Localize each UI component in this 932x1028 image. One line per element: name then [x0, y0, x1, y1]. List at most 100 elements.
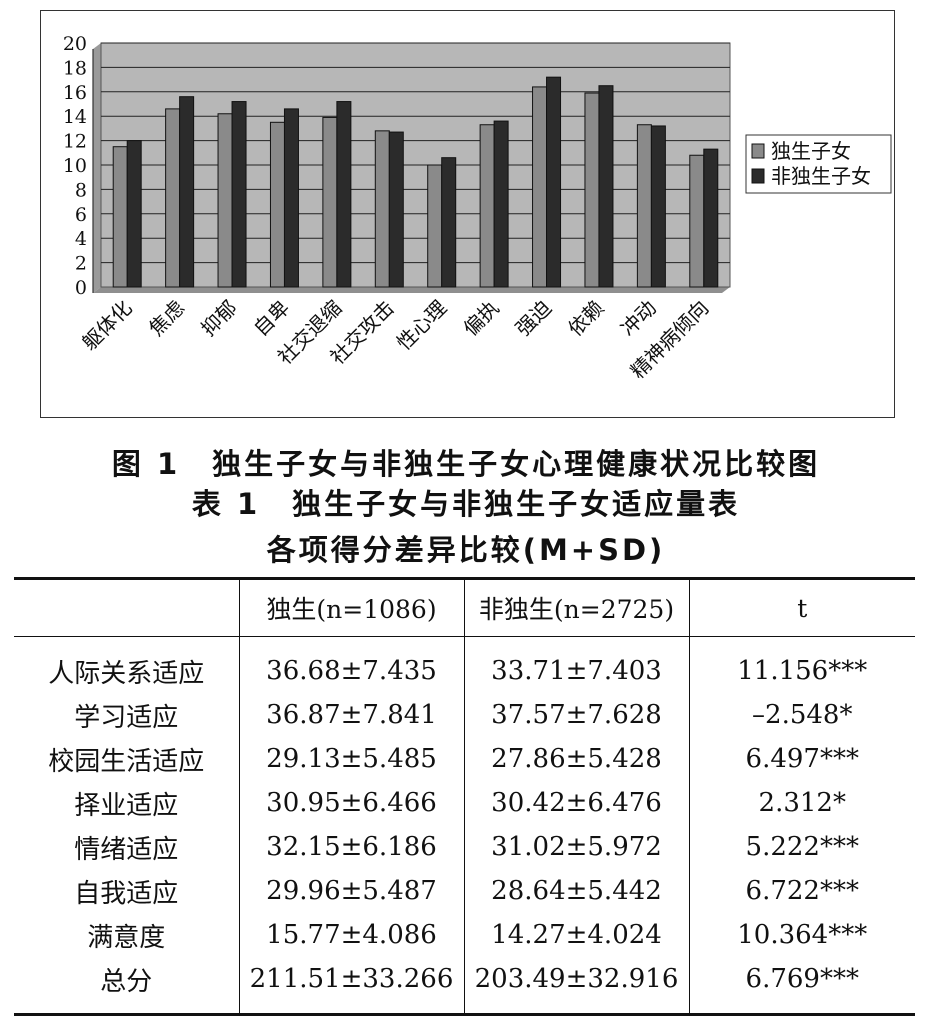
table-row: 学习适应 36.87±7.841 37.57±7.628 –2.548*	[14, 693, 915, 737]
table-caption-line2: 各项得分差异比较(M+SD)	[266, 533, 666, 567]
cell-t: 6.722***	[688, 869, 915, 913]
cell-only-child: 30.95±6.466	[238, 781, 464, 825]
cell-non-only-child: 33.71±7.403	[463, 636, 689, 693]
cell-t: 10.364***	[688, 913, 915, 957]
table-caption-line1: 表 1 独生子女与非独生子女适应量表	[191, 487, 741, 521]
cell-t: 11.156***	[688, 636, 915, 693]
data-table: 独生(n=1086) 非独生(n=2725) t 人际关系适应 36.68±7.…	[14, 577, 915, 1016]
row-label: 人际关系适应	[48, 658, 205, 689]
plot-floor	[93, 287, 730, 293]
legend-label: 独生子女	[771, 139, 851, 163]
x-category-label: 冲动	[616, 296, 661, 341]
row-label: 自我适应	[74, 878, 179, 909]
bar	[322, 116, 338, 288]
bar	[650, 125, 666, 288]
x-category-label: 强迫	[511, 296, 556, 341]
row-label: 校园生活适应	[48, 746, 205, 777]
table-row: 人际关系适应 36.68±7.435 33.71±7.403 11.156***	[14, 636, 915, 693]
legend-box	[745, 134, 892, 194]
table-row: 择业适应 30.95±6.466 30.42±6.476 2.312*	[14, 781, 915, 825]
cell-t: 5.222***	[688, 825, 915, 869]
cell-non-only-child: 30.42±6.476	[463, 781, 689, 825]
x-category-label: 性心理	[392, 296, 451, 355]
cell-non-only-child: 203.49±32.916	[463, 957, 689, 1015]
table-header-row: 独生(n=1086) 非独生(n=2725) t	[14, 577, 915, 637]
header-blank	[14, 577, 239, 637]
figure-caption: 图 1 独生子女与非独生子女心理健康状况比较图	[111, 447, 821, 481]
table-row: 情绪适应 32.15±6.186 31.02±5.972 5.222***	[14, 825, 915, 869]
row-label: 情绪适应	[74, 834, 179, 865]
bar	[231, 101, 247, 288]
bar	[269, 121, 285, 288]
cell-only-child: 29.96±5.487	[238, 869, 464, 913]
y-tick-label: 10	[63, 155, 87, 177]
cell-t: 6.769***	[688, 957, 915, 1015]
bar	[126, 140, 142, 288]
row-label: 择业适应	[74, 790, 179, 821]
legend-swatch	[751, 168, 765, 184]
bar-chart: 02468101214161820躯体化 焦虑 抑郁 自卑社交退缩社交攻击性心理 偏执强…	[63, 33, 892, 383]
table-row: 满意度 15.77±4.086 14.27±4.024 10.364***	[14, 913, 915, 957]
cell-non-only-child: 28.64±5.442	[463, 869, 689, 913]
y-tick-label: 14	[63, 106, 87, 128]
header-only-child: 独生(n=1086)	[238, 577, 464, 637]
bar	[165, 108, 181, 288]
bar	[441, 157, 457, 288]
y-tick-label: 0	[75, 277, 87, 299]
bar	[703, 148, 719, 288]
y-tick-label: 4	[75, 228, 87, 250]
table-row: 校园生活适应 29.13±5.485 27.86±5.428 6.497***	[14, 737, 915, 781]
bar	[388, 131, 404, 288]
cell-t: –2.548*	[688, 693, 915, 737]
cell-non-only-child: 27.86±5.428	[463, 737, 689, 781]
x-category-label: 偏执	[458, 296, 503, 341]
y-tick-label: 16	[63, 82, 87, 104]
bar	[584, 92, 600, 288]
figure-frame: 0 2 4 6 8 10 12 14 16 18 20 躯体化 焦虑 抑郁 自卑 社交退缩 社交攻击 性心理 偏执强…	[40, 10, 895, 418]
cell-non-only-child: 14.27±4.024	[463, 913, 689, 957]
x-category-label: 躯体化	[77, 296, 136, 355]
header-t: t	[688, 577, 915, 637]
cell-only-child: 211.51±33.266	[238, 957, 464, 1015]
bar	[336, 101, 352, 288]
row-label: 学习适应	[74, 702, 179, 733]
x-category-label: 依赖	[563, 296, 608, 341]
plot-side-wall	[93, 43, 101, 293]
cell-only-child: 36.87±7.841	[238, 693, 464, 737]
bar	[112, 146, 128, 288]
cell-only-child: 36.68±7.435	[238, 636, 464, 693]
cell-only-child: 15.77±4.086	[238, 913, 464, 957]
y-tick-label: 6	[75, 204, 87, 226]
bar	[546, 76, 562, 288]
table-row: 自我适应 29.96±5.487 28.64±5.442 6.722***	[14, 869, 915, 913]
cell-only-child: 32.15±6.186	[238, 825, 464, 869]
bar	[283, 108, 299, 288]
cell-t: 2.312*	[688, 781, 915, 825]
cell-t: 6.497***	[688, 737, 915, 781]
y-tick-label: 20	[63, 33, 87, 55]
bar	[217, 113, 233, 288]
bar	[493, 120, 509, 288]
bar	[479, 124, 495, 288]
cell-non-only-child: 31.02±5.972	[463, 825, 689, 869]
y-tick-label: 12	[63, 131, 87, 153]
header-non-only-child: 非独生(n=2725)	[463, 577, 689, 637]
bar	[689, 154, 705, 288]
cell-non-only-child: 37.57±7.628	[463, 693, 689, 737]
row-label: 满意度	[87, 922, 166, 953]
bar	[374, 130, 390, 288]
y-tick-label: 18	[63, 57, 87, 79]
x-category-label: 自卑	[249, 296, 294, 341]
bar	[636, 124, 652, 288]
y-tick-label: 8	[75, 179, 87, 201]
legend-label: 非独生子女	[771, 164, 871, 188]
legend-swatch	[751, 143, 765, 159]
cell-only-child: 29.13±5.485	[238, 737, 464, 781]
x-category-label: 焦虑	[144, 296, 189, 341]
bar	[179, 96, 195, 288]
bar	[598, 85, 614, 288]
table-row: 总分 211.51±33.266 203.49±32.916 6.769***	[14, 957, 915, 1015]
x-category-label: 抑郁	[196, 296, 241, 341]
y-tick-label: 2	[75, 253, 87, 275]
row-label: 总分	[100, 966, 153, 997]
